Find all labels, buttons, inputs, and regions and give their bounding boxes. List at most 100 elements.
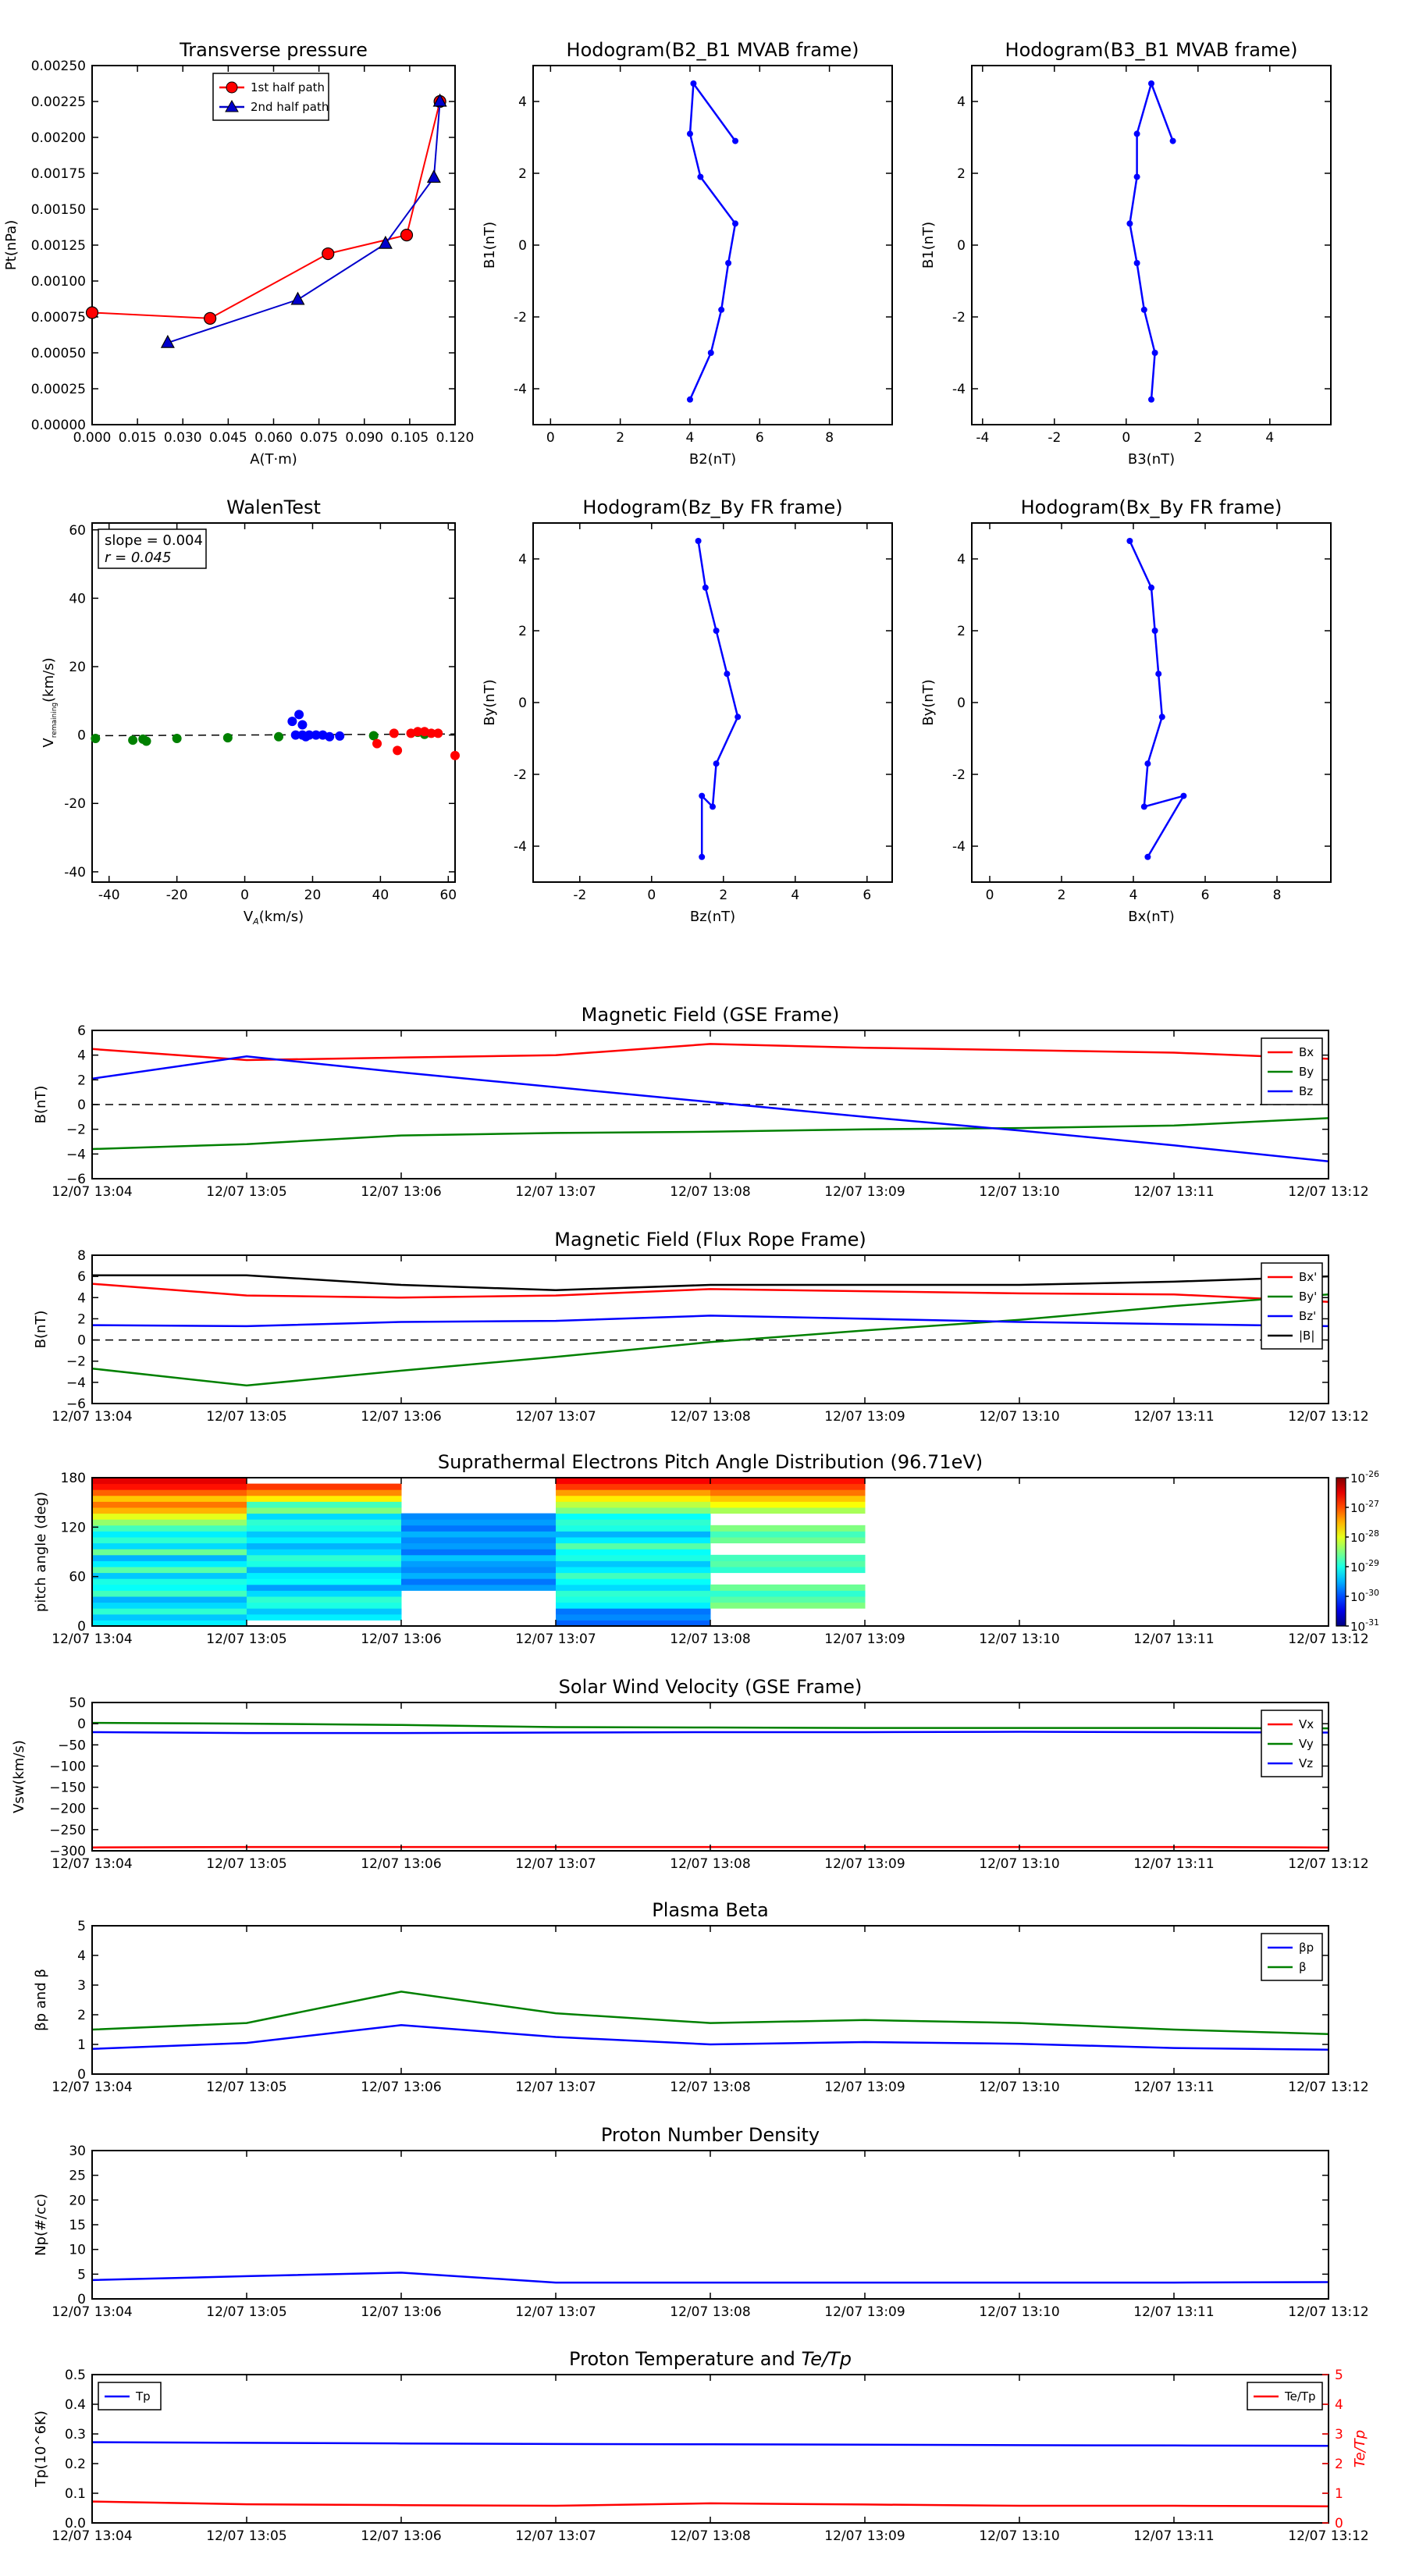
heatmap-cell [247,1590,402,1597]
data-point [85,306,99,319]
y-tick-label: -2 [952,767,966,783]
fit-line [91,733,456,737]
heatmap-cell [710,1554,866,1561]
chart-title: Proton Temperature and Te/Tp [569,2348,852,2370]
x-tick-label: 0.015 [119,430,157,446]
chart-hodo-b3b1: Hodogram(B3_B1 MVAB frame) 4 2 0 -2 -4 -4 -2 0 2 4… [920,39,1332,468]
y-tick-label: 0 [957,238,966,254]
time-tick-label: 12/07 13:11 [1133,1631,1214,1647]
plot-frame [91,1925,1329,2075]
series-line [91,1293,1329,1387]
x-tick-label: 2 [616,430,624,446]
data-point [378,235,393,249]
hodogram-point [1133,173,1140,180]
heatmap-cell [92,1542,247,1550]
heatmap-cell [92,1560,247,1567]
x-tick-label: 0.120 [436,430,475,446]
colorbar-exponent: -31 [1365,1617,1379,1628]
time-tick-label: 12/07 13:09 [824,1631,905,1647]
heatmap-cell [710,1525,866,1532]
time-tick-label: 12/07 13:08 [670,2528,750,2544]
legend-label: By' [1299,1290,1317,1304]
y2-tick-label: 2 [1335,2457,1343,2472]
time-tick-label: 12/07 13:05 [206,1856,286,1872]
chart-title: Proton Number Density [601,2124,820,2146]
chart-hodo-bzby: Hodogram(Bz_By FR frame) 4 2 0 -2 -4 -2 0 2 4 6 Bz(… [482,496,893,925]
y-tick-label: 0.00125 [31,238,86,254]
x-tick-label: 0.075 [300,430,338,446]
heatmap-cell [247,1608,402,1615]
series-line [91,2024,1329,2051]
y-tick-label: 1 [77,2037,86,2053]
heatmap-cell [556,1525,711,1532]
y-tick-label: 8 [77,1248,86,1264]
hodogram-point [707,350,714,356]
series-line [92,1274,1329,1292]
heatmap-cell [401,1567,557,1574]
hodogram-point [1133,260,1140,266]
heatmap-cell [556,1560,711,1567]
walen-point [413,727,423,737]
time-tick-label: 12/07 13:12 [1288,2304,1368,2320]
chart-title: Hodogram(B2_B1 MVAB frame) [567,39,859,61]
data-point [160,334,175,348]
heatmap-cell [401,1578,557,1585]
walen-point [91,734,101,743]
y-axis-label: pitch angle (deg) [33,1492,49,1612]
walen-point [222,733,233,743]
time-tick-label: 12/07 13:04 [52,1409,132,1425]
hodogram-point [699,853,706,860]
plot-frame [91,2150,1329,2300]
y-tick-label: 3 [77,1978,86,1994]
y-tick-label: 2 [77,1311,86,1327]
time-tick-label: 12/07 13:06 [361,1409,441,1425]
y-tick-label: −2 [66,1354,86,1370]
data-point [290,291,305,305]
x-tick-label: 4 [791,888,799,903]
y-tick-label: 0.00175 [31,166,86,182]
series-line [91,1315,1329,1328]
y-tick-label: 4 [77,1290,86,1306]
time-tick-label: 12/07 13:04 [52,2080,132,2095]
heatmap-cell [710,1483,866,1490]
heatmap-cell [401,1513,557,1520]
walen-point [426,728,436,738]
y-tick-label: 2 [77,2008,86,2023]
y-tick-label: 2 [518,166,527,182]
plot-frame [532,65,893,425]
time-tick-label: 12/07 13:06 [361,2528,441,2544]
chart-title: Hodogram(Bx_By FR frame) [1021,496,1282,518]
time-tick-label: 12/07 13:07 [515,2080,596,2095]
y2-tick-label: 3 [1335,2427,1343,2443]
time-tick-label: 12/07 13:10 [979,1409,1059,1425]
series-line [91,1055,1329,1163]
legend-label: 1st half path [251,80,325,94]
time-tick-label: 12/07 13:06 [361,2080,441,2095]
colorbar-exponent: -29 [1365,1558,1379,1568]
series-line [167,101,441,344]
time-tick-label: 12/07 13:07 [515,1409,596,1425]
y-tick-label: 2 [957,624,966,639]
heatmap-cell [556,1572,711,1579]
hodogram-point [1169,137,1176,144]
data-point [322,247,335,261]
heatmap-cell [247,1507,402,1514]
heatmap-cell [247,1495,402,1502]
heatmap-cell [556,1507,711,1514]
y-tick-label: 180 [61,1471,86,1486]
hodogram-point [713,628,720,634]
y-tick-label: 25 [69,2169,86,2184]
y-tick-label: 0.00025 [31,382,86,397]
walen-point [325,731,335,742]
heatmap-cell [556,1578,711,1585]
y-axis-label: Vsw(km/s) [11,1740,27,1813]
x-tick-label: 0.105 [391,430,429,446]
time-tick-label: 12/07 13:05 [206,1409,286,1425]
heatmap-cell [556,1596,711,1603]
x-tick-label: -4 [976,430,989,446]
hodogram-point [1140,803,1147,810]
time-tick-label: 12/07 13:11 [1133,2528,1214,2544]
time-tick-label: 12/07 13:04 [52,1631,132,1647]
heatmap-cell [247,1501,402,1508]
